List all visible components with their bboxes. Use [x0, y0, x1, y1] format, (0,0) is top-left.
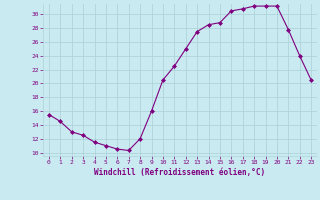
X-axis label: Windchill (Refroidissement éolien,°C): Windchill (Refroidissement éolien,°C)	[94, 168, 266, 177]
